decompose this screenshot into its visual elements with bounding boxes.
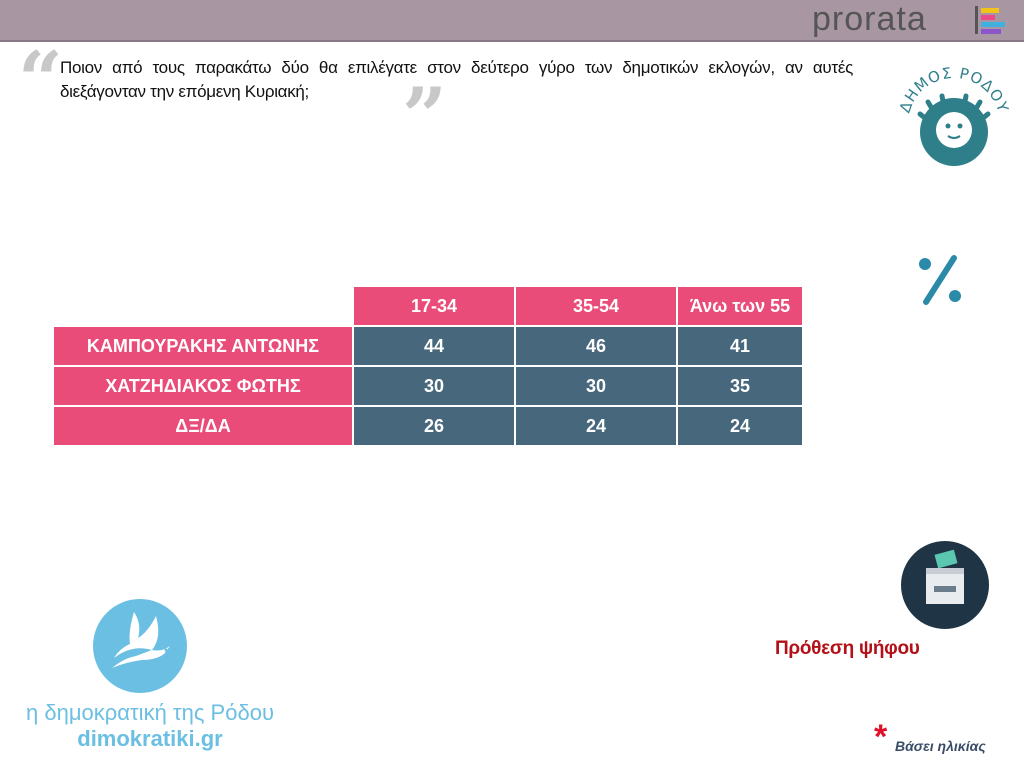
percent-icon (919, 255, 961, 305)
table-row: ΚΑΜΠΟΥΡΑΚΗΣ ΑΝΤΩΝΗΣ 44 46 41 (54, 327, 802, 365)
prorata-bars-icon (975, 6, 1005, 34)
table-cell: 44 (354, 327, 514, 365)
table-cell: 24 (678, 407, 802, 445)
site-name: η δημοκρατική της Ρόδου (26, 700, 274, 725)
asterisk-mark: * (874, 718, 888, 756)
column-header: 35-54 (516, 287, 676, 325)
row-label: ΔΞ/ΔΑ (54, 407, 352, 445)
site-url: dimokratiki.gr (77, 726, 223, 751)
dimos-rodou-logo: ΔΗΜΟΣ ΡΟΔΟΥ (896, 64, 1011, 166)
top-bar: prorata (0, 0, 1024, 42)
table-cell: 35 (678, 367, 802, 405)
dove-icon (93, 599, 187, 693)
open-quote-icon: “ (18, 35, 63, 126)
table-row: ΧΑΤΖΗΔΙΑΚΟΣ ΦΩΤΗΣ 30 30 35 (54, 367, 802, 405)
row-label: ΚΑΜΠΟΥΡΑΚΗΣ ΑΝΤΩΝΗΣ (54, 327, 352, 365)
table-cell: 26 (354, 407, 514, 445)
column-header: Άνω των 55 (678, 287, 802, 325)
table-row: ΔΞ/ΔΑ 26 24 24 (54, 407, 802, 445)
brand-logo-text: prorata (812, 0, 927, 38)
table-cell: 41 (678, 327, 802, 365)
table-cell: 24 (516, 407, 676, 445)
table-corner (54, 287, 352, 325)
section-label: Πρόθεση ψήφου (775, 638, 920, 659)
footnote: Βάσει ηλικίας (895, 738, 986, 754)
table-header-row: 17-34 35-54 Άνω των 55 (54, 287, 802, 325)
table-cell: 30 (354, 367, 514, 405)
results-table: 17-34 35-54 Άνω των 55 ΚΑΜΠΟΥΡΑΚΗΣ ΑΝΤΩΝ… (52, 285, 804, 447)
table-cell: 30 (516, 367, 676, 405)
close-quote-icon: ” (402, 71, 447, 162)
table-cell: 46 (516, 327, 676, 365)
row-label: ΧΑΤΖΗΔΙΑΚΟΣ ΦΩΤΗΣ (54, 367, 352, 405)
column-header: 17-34 (354, 287, 514, 325)
question-text: Ποιον από τους παρακάτω δύο θα επιλέγατε… (60, 58, 853, 101)
ballot-box-icon (901, 541, 989, 629)
